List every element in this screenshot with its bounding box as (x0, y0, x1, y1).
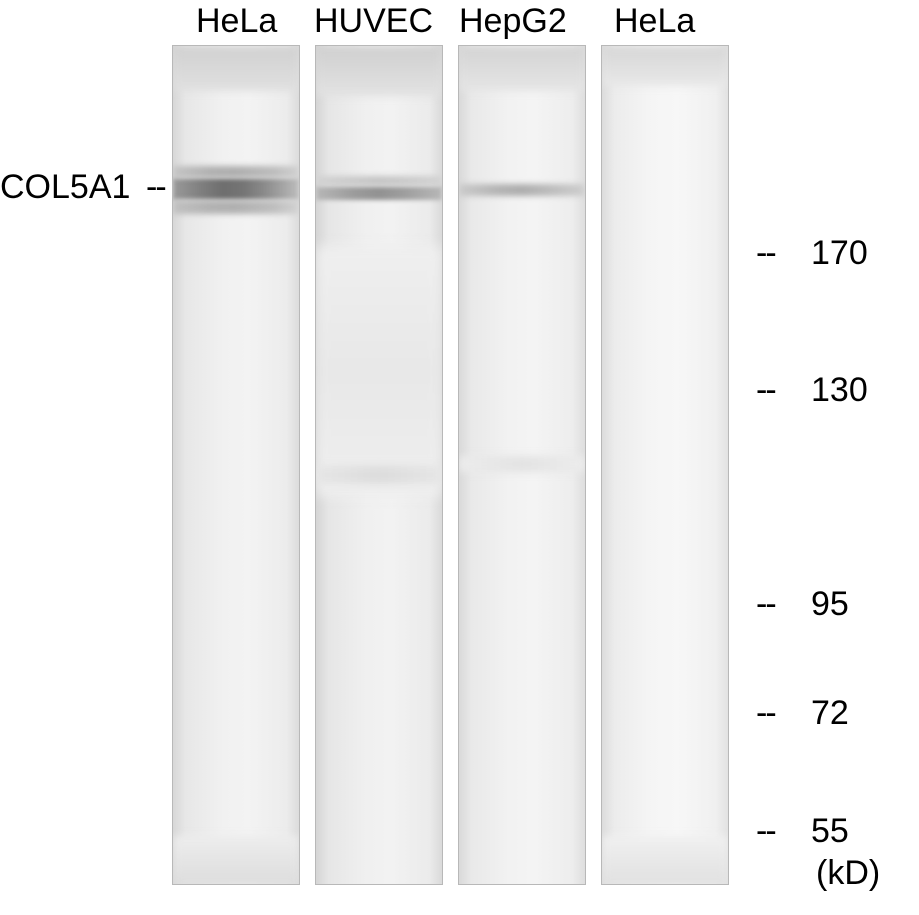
lane-label-2: HUVEC (314, 2, 433, 41)
lane-3 (458, 45, 586, 885)
marker-label-130: 130 (811, 371, 868, 410)
protein-tick: -- (146, 168, 165, 207)
marker-unit-label: (kD) (816, 854, 880, 893)
lane-4-shade-1 (602, 836, 728, 885)
lane-3-band-1 (459, 456, 585, 472)
lane-2-band-1 (316, 176, 442, 186)
lane-1-band-2 (173, 200, 299, 214)
lane-1-band-1 (173, 166, 299, 178)
marker-label-95: 95 (811, 585, 849, 624)
lane-label-3: HepG2 (459, 2, 567, 41)
lane-1-shade-0 (173, 46, 299, 91)
lane-2-shade-1 (316, 246, 442, 496)
marker-label-170: 170 (811, 234, 868, 273)
lane-label-1: HeLa (196, 2, 277, 41)
lane-4 (601, 45, 729, 885)
lane-1-shade-1 (173, 836, 299, 885)
lane-labels-row: HeLa HUVEC HepG2 HeLa (0, 2, 919, 46)
lane-4-background (602, 46, 728, 884)
lane-4-shade-0 (602, 46, 728, 86)
marker-label-72: 72 (811, 694, 849, 733)
lane-3-band-0 (459, 184, 585, 196)
marker-tick-72: -- (756, 694, 775, 733)
lane-2-shade-0 (316, 46, 442, 96)
lane-label-4: HeLa (614, 2, 695, 41)
blot-lanes-area (172, 45, 729, 885)
marker-tick-130: -- (756, 371, 775, 410)
lane-1-band-0 (173, 178, 299, 200)
lane-2-band-0 (316, 186, 442, 200)
marker-tick-95: -- (756, 585, 775, 624)
marker-tick-55: -- (756, 812, 775, 851)
marker-tick-170: -- (756, 234, 775, 273)
lane-1 (172, 45, 300, 885)
lane-2-band-2 (316, 466, 442, 484)
lane-3-shade-0 (459, 46, 585, 91)
marker-label-55: 55 (811, 812, 849, 851)
western-blot-figure: HeLaHUVECHepG2HeLa COL5A1 -- (kD) --170-… (0, 0, 919, 915)
lane-2 (315, 45, 443, 885)
protein-name-label: COL5A1 (0, 168, 130, 207)
